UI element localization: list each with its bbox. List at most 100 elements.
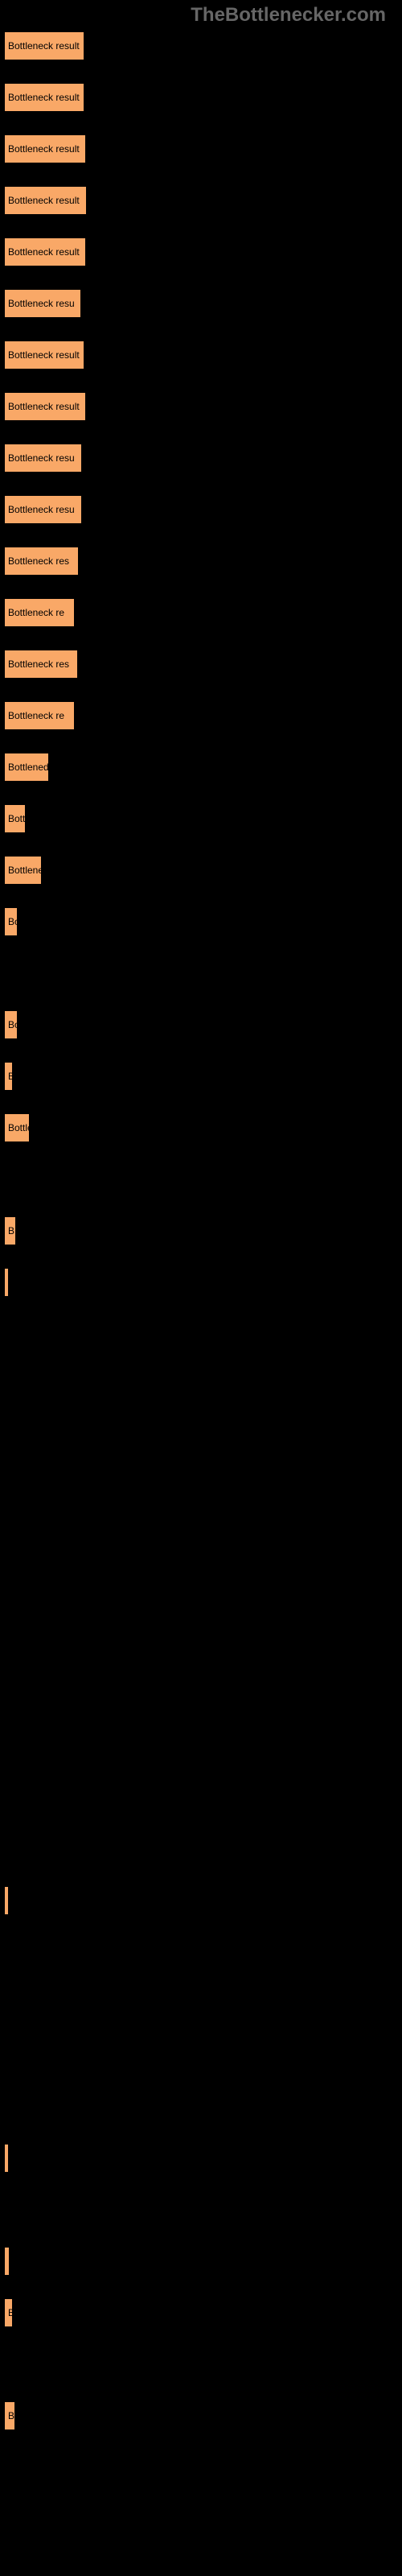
bar-row: Bottleneck re — [4, 702, 398, 729]
bar-row — [4, 2093, 398, 2120]
bar-row — [4, 1423, 398, 1451]
chart-bar: Bottleneck res — [4, 650, 78, 679]
bar-label: Bottleneck resu — [8, 452, 75, 464]
chart-bar — [4, 2144, 9, 2173]
bar-label: Bo — [8, 1019, 18, 1030]
bar-row — [4, 1835, 398, 1863]
bar-label: Bottleneck result — [8, 349, 80, 361]
bar-row: Bottleneck resu — [4, 290, 398, 317]
chart-bar — [4, 1886, 9, 1915]
bar-row: Bo — [4, 908, 398, 935]
bar-row: Bo — [4, 1011, 398, 1038]
bar-row: Bottleneck result — [4, 341, 398, 369]
bar-label: B — [8, 2307, 13, 2318]
bar-row: Bottleneck resu — [4, 444, 398, 472]
bar-label: Bottleneck re — [8, 607, 64, 618]
chart-bar: Bo — [4, 1010, 18, 1039]
bar-row — [4, 1320, 398, 1348]
bar-row — [4, 1681, 398, 1708]
bar-label: Bottleneck result — [8, 40, 80, 52]
bar-label: Bottlene — [8, 865, 42, 876]
chart-bar: Bo — [4, 907, 18, 936]
bar-row — [4, 2248, 398, 2275]
chart-bar: Bottleneck re — [4, 701, 75, 730]
bar-label: B — [8, 2410, 14, 2421]
bar-row: Bottleneck res — [4, 547, 398, 575]
bar-row — [4, 1784, 398, 1811]
bar-label: B — [8, 1071, 13, 1082]
bar-row: Bottle — [4, 1114, 398, 1141]
bar-row: B — [4, 1217, 398, 1245]
bar-row: Bottleneck result — [4, 187, 398, 214]
bar-label: B — [8, 1225, 14, 1236]
bar-row — [4, 2196, 398, 2223]
chart-bar: Bottleneck result — [4, 237, 86, 266]
bar-row — [4, 1166, 398, 1193]
chart-bar: Bottleneck res — [4, 547, 79, 576]
chart-bar: Bottleneck result — [4, 134, 86, 163]
bar-row: B — [4, 2299, 398, 2326]
bar-label: Bottleneck resu — [8, 298, 75, 309]
bar-label: Bottle — [8, 1122, 30, 1133]
bar-row — [4, 2145, 398, 2172]
bar-row: Bottleneck result — [4, 238, 398, 266]
chart-bar: B — [4, 2298, 13, 2327]
bar-row — [4, 1938, 398, 1966]
chart-bar — [4, 2247, 10, 2276]
bar-label: Bottleneck re — [8, 710, 64, 721]
bar-row — [4, 1526, 398, 1554]
chart-bar: Bottleneck resu — [4, 289, 81, 318]
bar-row: Bottleneck result — [4, 84, 398, 111]
bar-row: Bottleneck resu — [4, 496, 398, 523]
bar-row: Bottlene — [4, 857, 398, 884]
chart-bar: B — [4, 1062, 13, 1091]
chart-bar: Bottleneck re — [4, 598, 75, 627]
chart-bar — [4, 1268, 9, 1297]
chart-bar: Bottleneck result — [4, 392, 86, 421]
bar-label: Bottleneck resu — [8, 504, 75, 515]
bar-row — [4, 1372, 398, 1399]
chart-bar: B — [4, 1216, 16, 1245]
chart-bar: Bottleneck result — [4, 341, 84, 369]
bar-row — [4, 2041, 398, 2069]
bar-row — [4, 1990, 398, 2017]
chart-bar: Bottlene — [4, 856, 42, 885]
bar-row: Bottleneck re — [4, 599, 398, 626]
bar-chart: Bottleneck result Bottleneck result Bottle… — [0, 0, 402, 2470]
bar-label: Bottleneck res — [8, 555, 69, 567]
bar-label: Bottleneck result — [8, 401, 80, 412]
bar-row: B — [4, 2402, 398, 2429]
bar-label: Bottleneck result — [8, 143, 80, 155]
bar-row: Bottleneck res — [4, 650, 398, 678]
bar-row — [4, 1732, 398, 1760]
bar-row: Bottleneck result — [4, 32, 398, 60]
bar-row — [4, 2351, 398, 2378]
bar-row: B — [4, 1063, 398, 1090]
bar-label: Bottleneck res — [8, 658, 69, 670]
bar-row — [4, 1475, 398, 1502]
chart-bar: Bottleneck resu — [4, 444, 82, 473]
chart-bar: Bottleneck result — [4, 83, 84, 112]
bar-row — [4, 960, 398, 987]
bar-row: Bottleneck result — [4, 393, 398, 420]
bar-row — [4, 1578, 398, 1605]
watermark-text: TheBottlenecker.com — [191, 4, 386, 27]
bar-row: Bottleneck result — [4, 135, 398, 163]
bar-label: Bo — [8, 916, 18, 927]
bar-row: Bottlened — [4, 753, 398, 781]
bar-row — [4, 1269, 398, 1296]
chart-bar: Bottleneck result — [4, 31, 84, 60]
chart-bar: Bottlened — [4, 753, 49, 782]
chart-bar: Bottle — [4, 1113, 30, 1142]
bar-label: Bottlened — [8, 762, 49, 773]
bar-row — [4, 1629, 398, 1657]
bar-label: Bottleneck result — [8, 195, 80, 206]
bar-label: Bottleneck result — [8, 92, 80, 103]
chart-bar: Bottleneck resu — [4, 495, 82, 524]
bar-row — [4, 1887, 398, 1914]
bar-label: Bottleneck result — [8, 246, 80, 258]
chart-bar: Bott — [4, 804, 26, 833]
chart-bar: B — [4, 2401, 15, 2430]
chart-bar: Bottleneck result — [4, 186, 87, 215]
bar-label: Bott — [8, 813, 25, 824]
